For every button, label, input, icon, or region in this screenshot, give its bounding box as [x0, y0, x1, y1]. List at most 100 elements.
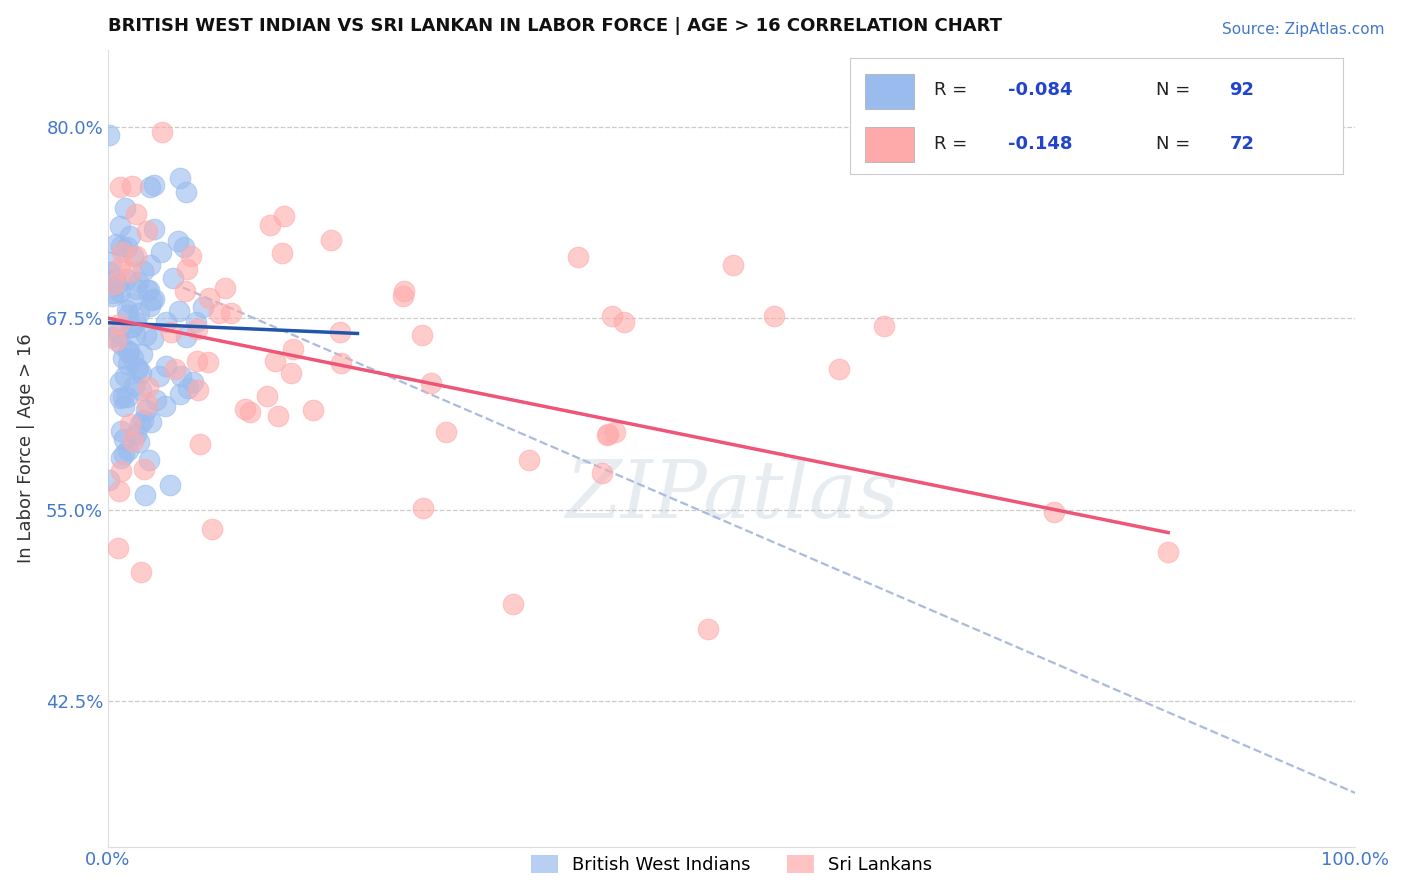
Point: [117, 344, 139, 359]
Point: [121, 179, 143, 194]
Point: [208, 306, 231, 320]
Point: [613, 315, 636, 329]
Point: [301, 402, 323, 417]
Point: [101, 330, 124, 344]
Point: [104, 236, 127, 251]
Point: [117, 308, 139, 322]
Point: [148, 369, 170, 384]
Point: [125, 207, 148, 221]
Point: [139, 179, 162, 194]
Point: [100, 255, 122, 269]
Point: [117, 442, 139, 457]
Point: [329, 325, 352, 339]
Point: [114, 368, 136, 383]
Point: [122, 378, 145, 392]
Point: [162, 271, 184, 285]
Point: [118, 265, 141, 279]
Point: [110, 424, 132, 438]
Point: [142, 292, 165, 306]
Point: [118, 320, 141, 334]
Point: [420, 376, 443, 390]
Text: ZIPatlas: ZIPatlas: [565, 458, 898, 535]
Point: [115, 240, 138, 254]
Point: [762, 309, 785, 323]
Point: [697, 623, 720, 637]
Point: [110, 219, 132, 233]
Point: [600, 309, 623, 323]
Point: [143, 222, 166, 236]
Point: [122, 351, 145, 365]
Point: [173, 240, 195, 254]
Point: [122, 249, 145, 263]
Point: [101, 288, 124, 302]
Point: [122, 434, 145, 449]
Point: [110, 451, 132, 466]
Point: [108, 180, 131, 194]
Point: [118, 344, 141, 359]
Point: [159, 478, 181, 492]
Point: [239, 404, 262, 418]
Point: [280, 366, 302, 380]
Point: [177, 381, 200, 395]
Point: [120, 296, 142, 310]
Point: [135, 328, 157, 343]
Point: [103, 277, 125, 291]
Point: [108, 392, 131, 406]
Point: [112, 399, 135, 413]
Point: [125, 315, 148, 329]
Point: [125, 361, 148, 376]
Point: [160, 326, 183, 340]
Point: [138, 380, 160, 394]
Point: [176, 262, 198, 277]
Point: [110, 336, 132, 351]
Point: [181, 375, 204, 389]
Point: [131, 383, 153, 397]
Point: [139, 415, 162, 429]
Point: [169, 171, 191, 186]
Point: [98, 265, 121, 279]
Point: [519, 453, 541, 467]
Point: [392, 284, 415, 298]
Point: [107, 541, 129, 555]
Point: [259, 219, 281, 233]
Point: [155, 315, 177, 329]
Point: [873, 318, 896, 333]
Point: [319, 234, 342, 248]
Point: [330, 356, 353, 370]
Point: [114, 201, 136, 215]
Text: BRITISH WEST INDIAN VS SRI LANKAN IN LABOR FORCE | AGE > 16 CORRELATION CHART: BRITISH WEST INDIAN VS SRI LANKAN IN LAB…: [108, 17, 1002, 35]
Point: [108, 483, 131, 498]
Point: [117, 303, 139, 318]
Point: [128, 435, 150, 450]
Point: [108, 260, 131, 275]
Point: [603, 425, 626, 440]
Point: [136, 224, 159, 238]
Point: [721, 258, 744, 272]
Point: [127, 275, 149, 289]
Point: [567, 250, 589, 264]
Point: [132, 413, 155, 427]
Point: [138, 258, 160, 272]
Point: [103, 286, 125, 301]
Point: [591, 467, 613, 481]
Point: [392, 289, 415, 303]
Point: [266, 409, 288, 423]
Point: [112, 447, 135, 461]
Point: [108, 285, 131, 300]
Point: [124, 328, 146, 343]
Point: [112, 390, 135, 404]
Text: Source: ZipAtlas.com: Source: ZipAtlas.com: [1222, 22, 1385, 37]
Point: [1157, 544, 1180, 558]
Point: [118, 417, 141, 432]
Point: [110, 375, 132, 389]
Point: [138, 283, 160, 297]
Point: [121, 319, 143, 334]
Point: [186, 322, 208, 336]
Point: [129, 367, 152, 381]
Point: [256, 388, 278, 402]
Point: [112, 432, 135, 446]
Point: [412, 500, 434, 515]
Point: [149, 245, 172, 260]
Point: [136, 283, 159, 297]
Point: [201, 522, 224, 536]
